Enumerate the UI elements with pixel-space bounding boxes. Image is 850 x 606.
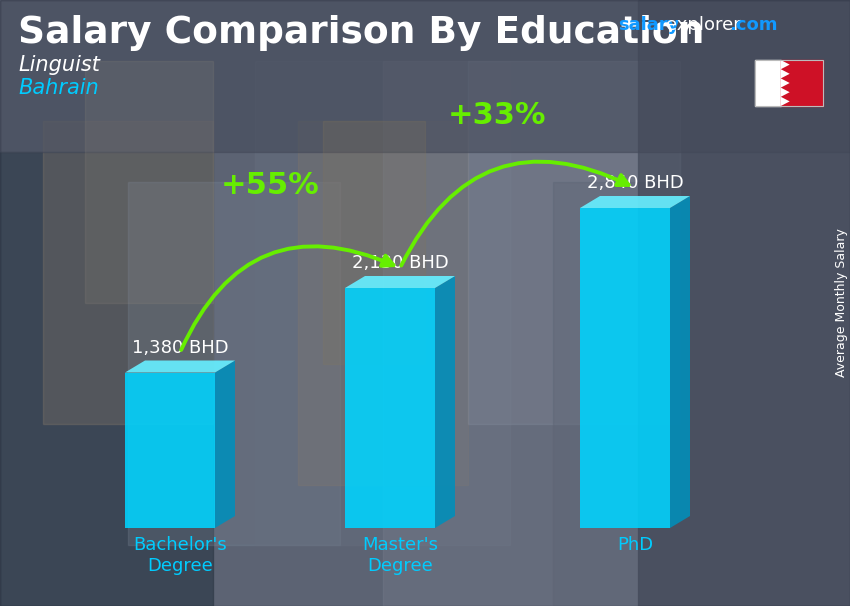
- Bar: [128, 182, 340, 545]
- Bar: [781, 60, 823, 106]
- Polygon shape: [435, 276, 455, 528]
- Text: 1,380 BHD: 1,380 BHD: [132, 339, 229, 356]
- Bar: [255, 61, 510, 545]
- Text: Master's
Degree: Master's Degree: [362, 536, 438, 575]
- Polygon shape: [215, 361, 235, 528]
- Bar: [298, 121, 468, 485]
- Polygon shape: [781, 78, 790, 88]
- Bar: [382, 61, 638, 606]
- Text: Linguist: Linguist: [18, 55, 100, 75]
- Text: salary: salary: [618, 16, 679, 34]
- Text: Average Monthly Salary: Average Monthly Salary: [836, 228, 848, 378]
- Text: +55%: +55%: [221, 171, 320, 201]
- Polygon shape: [781, 88, 790, 97]
- Bar: [468, 61, 680, 424]
- Text: +33%: +33%: [448, 101, 547, 130]
- Text: 2,130 BHD: 2,130 BHD: [352, 254, 448, 272]
- Text: 2,840 BHD: 2,840 BHD: [586, 174, 683, 192]
- Polygon shape: [125, 361, 235, 373]
- Bar: [0, 152, 212, 606]
- Text: .com: .com: [729, 16, 778, 34]
- Text: Salary Comparison By Education: Salary Comparison By Education: [18, 15, 705, 51]
- Polygon shape: [781, 60, 790, 69]
- Polygon shape: [580, 196, 690, 208]
- Bar: [552, 182, 722, 606]
- Text: Bahrain: Bahrain: [18, 78, 99, 98]
- Bar: [323, 121, 425, 364]
- Bar: [638, 0, 850, 606]
- Polygon shape: [125, 373, 215, 528]
- Text: PhD: PhD: [617, 536, 653, 554]
- Bar: [85, 61, 212, 303]
- Polygon shape: [670, 196, 690, 528]
- Bar: [755, 60, 823, 106]
- Text: Bachelor's
Degree: Bachelor's Degree: [133, 536, 227, 575]
- Polygon shape: [580, 208, 670, 528]
- Bar: [42, 121, 212, 424]
- Bar: [755, 60, 781, 106]
- Bar: [0, 0, 850, 152]
- Polygon shape: [345, 288, 435, 528]
- Text: explorer: explorer: [666, 16, 740, 34]
- Polygon shape: [345, 276, 455, 288]
- Polygon shape: [781, 69, 790, 78]
- Polygon shape: [781, 97, 790, 106]
